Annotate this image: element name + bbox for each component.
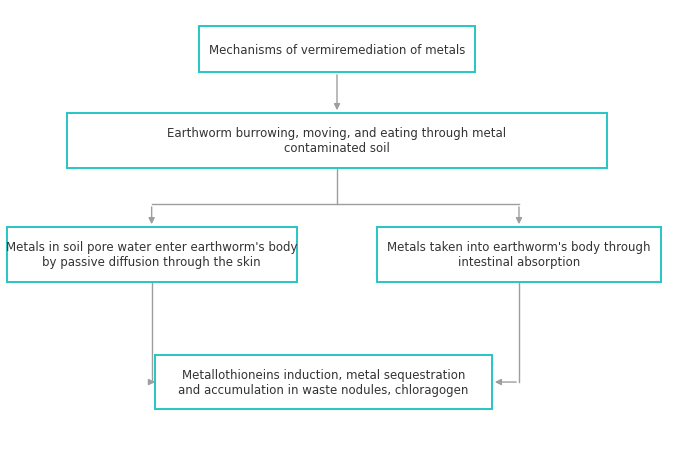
- Text: Metals in soil pore water enter earthworm's body
by passive diffusion through th: Metals in soil pore water enter earthwor…: [6, 241, 297, 269]
- Text: Metals taken into earthworm's body through
intestinal absorption: Metals taken into earthworm's body throu…: [388, 241, 650, 269]
- Text: Earthworm burrowing, moving, and eating through metal
contaminated soil: Earthworm burrowing, moving, and eating …: [167, 127, 507, 155]
- Text: Metallothioneins induction, metal sequestration
and accumulation in waste nodule: Metallothioneins induction, metal seques…: [179, 368, 468, 396]
- FancyBboxPatch shape: [67, 114, 607, 168]
- Text: Mechanisms of vermiremediation of metals: Mechanisms of vermiremediation of metals: [209, 44, 465, 56]
- FancyBboxPatch shape: [377, 228, 661, 282]
- FancyBboxPatch shape: [7, 228, 297, 282]
- FancyBboxPatch shape: [155, 355, 492, 410]
- FancyBboxPatch shape: [199, 27, 475, 73]
